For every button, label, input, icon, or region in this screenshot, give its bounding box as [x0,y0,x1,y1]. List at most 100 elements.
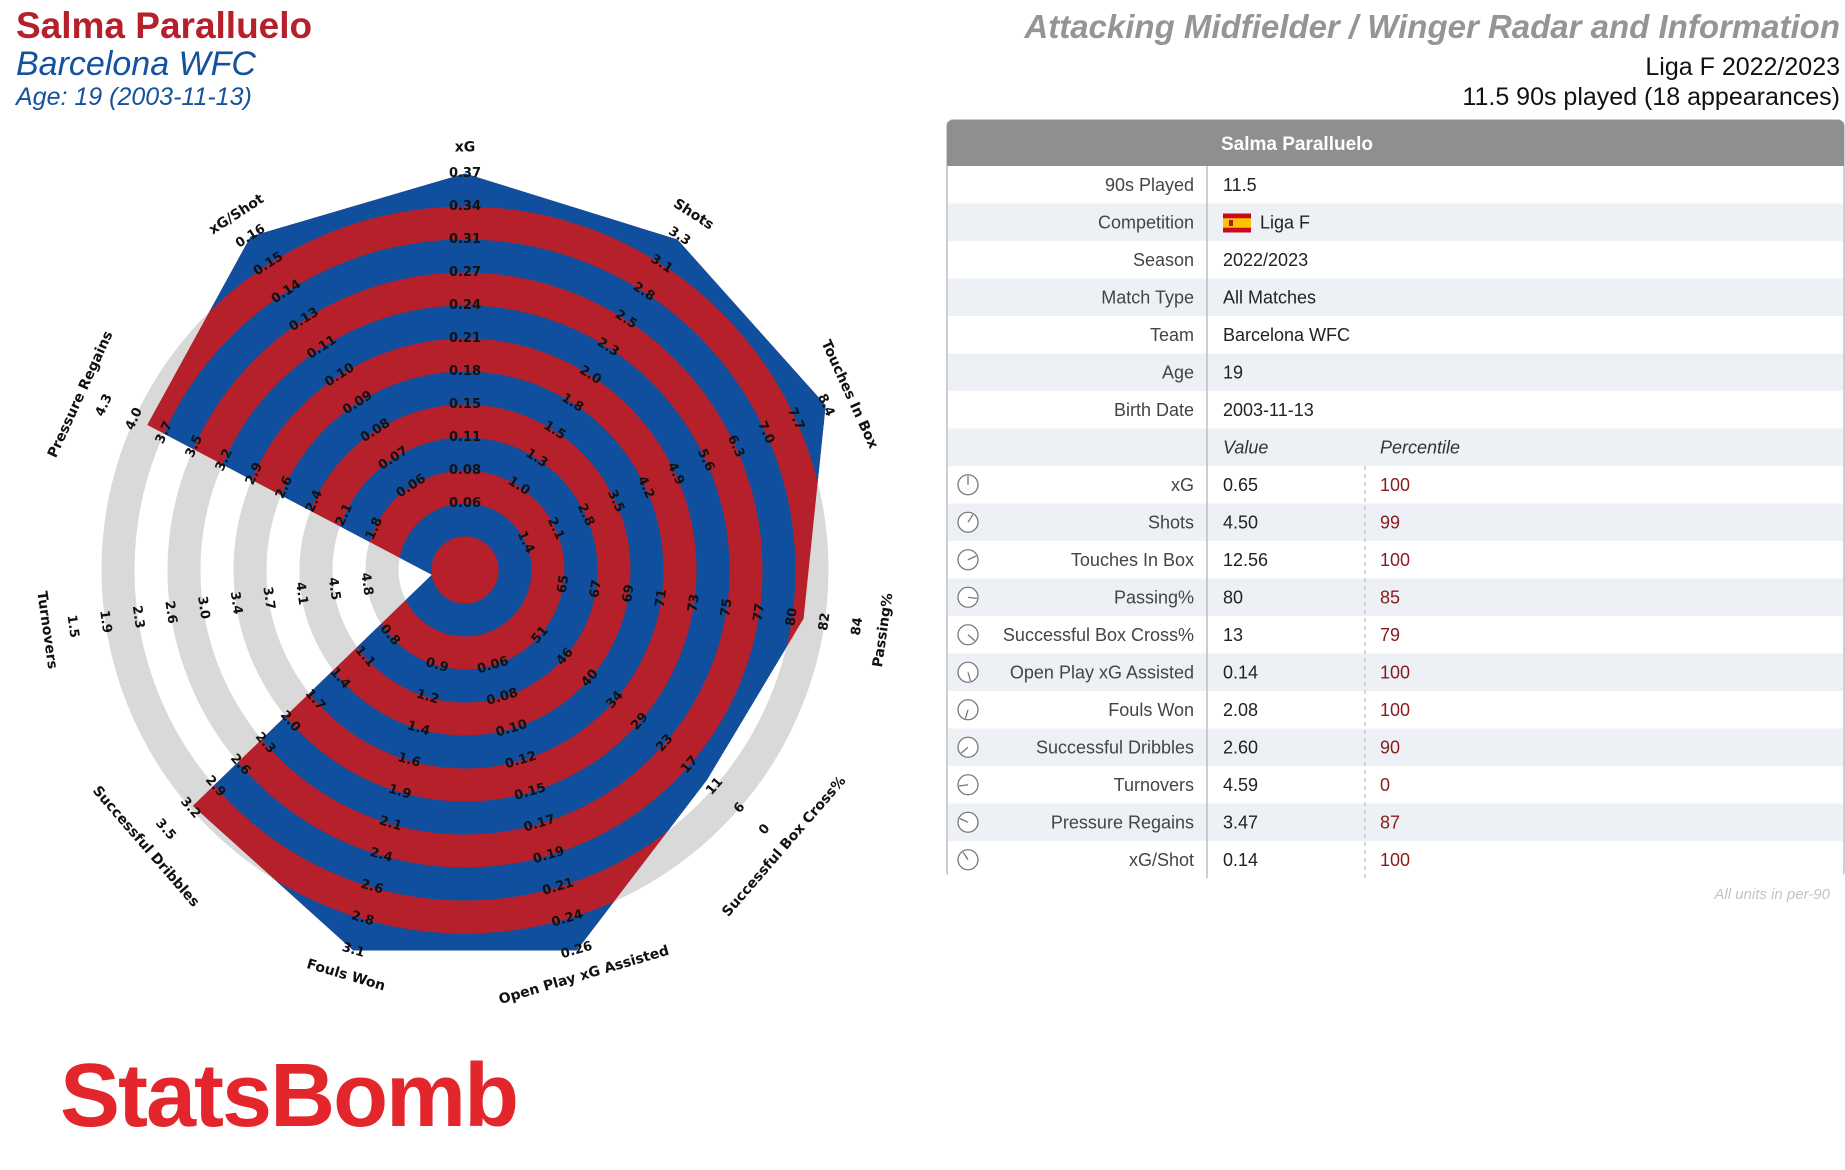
radar-axis-label: Passing% [870,592,896,668]
radar-tick-label: 71 [653,588,670,608]
team-name: Barcelona WFC [16,45,256,83]
table-row-bg [948,203,1843,241]
table-row: Successful Box Cross% 13 79 [948,616,1843,654]
radar-tick-label: 4.3 [93,392,116,419]
radar-tick-label: 69 [620,584,637,604]
gauge-icon [957,699,979,721]
radar-tick-label: 4.1 [292,581,310,606]
table-row: Value Percentile [948,428,1843,466]
info-label: Team [1150,325,1194,345]
radar-tick-label: 84 [849,616,866,636]
gauge-icon [957,811,979,833]
radar-tick-label: 0.24 [449,298,481,313]
table-row-bg [948,278,1843,316]
metric-value: 3.47 [1223,812,1258,832]
radar-axis-label: Fouls Won [305,956,387,994]
radar-tick-label: 2.6 [161,600,179,625]
gauge-icon [957,774,979,796]
radar-tick-label: 2.3 [129,605,147,630]
radar-tick-label: 3.0 [194,595,212,620]
table-row-bg [948,803,1843,841]
info-label: 90s Played [1105,175,1194,195]
info-value: 19 [1223,362,1243,382]
table-row: Pressure Regains 3.47 87 [948,803,1843,841]
info-label: Season [1133,250,1194,270]
radar-tick-label: 3.7 [259,586,277,611]
metric-value: 2.60 [1223,737,1258,757]
table-row: xG 0.65 100 [948,466,1843,504]
radar-tick-label: 3.5 [152,816,178,843]
info-label: Birth Date [1114,400,1194,420]
table-row: 90s Played 11.5 [948,166,1843,204]
table-row: Touches In Box 12.56 100 [948,541,1843,579]
radar-tick-label: 77 [751,602,768,622]
radar-tick-label: 1.4 [405,718,431,739]
metric-percentile: 100 [1380,475,1410,495]
radar-tick-label: 0.11 [449,430,481,445]
info-label: Competition [1098,212,1194,232]
radar-axis-label: Turnovers [33,590,60,670]
radar-tick-label: 3.1 [340,940,366,961]
radar-title: Attacking Midfielder / Winger Radar and … [1023,8,1840,45]
radar-tick-label: 73 [685,593,702,613]
player-name: Salma Paralluelo [16,5,312,46]
metric-percentile: 100 [1380,850,1410,870]
radar-tick-label: 3.4 [227,590,245,615]
radar-tick-label: 2.4 [368,845,394,866]
info-value: Barcelona WFC [1223,325,1350,345]
table-title: Salma Paralluelo [1221,134,1373,155]
info-value: All Matches [1223,287,1316,307]
metric-label: Turnovers [1114,775,1194,795]
radar-tick-label: 1.6 [396,750,422,771]
table-row: Fouls Won 2.08 100 [948,691,1843,729]
radar-tick-label: 82 [816,612,833,632]
table-row-bg [948,728,1843,766]
radar-tick-label: 65 [555,574,572,594]
table-row-bg [948,166,1843,204]
table-row-bg [948,316,1843,354]
table-row: Turnovers 4.59 0 [948,766,1843,804]
radar-tick-label: 1.2 [415,687,441,708]
info-label: Age [1162,362,1194,382]
gauge-icon [957,661,979,683]
metric-percentile: 0 [1380,775,1390,795]
radar-tick-label: 80 [783,607,800,627]
table-row-bg [948,766,1843,804]
radar-tick-label: 4.5 [325,576,343,601]
table-row: Team Barcelona WFC [948,316,1843,354]
gauge-icon [957,736,979,758]
table-row-bg [948,503,1843,541]
radar-band-blue [147,173,826,951]
metric-percentile: 100 [1380,550,1410,570]
radar-tick-label: 1.9 [96,609,114,634]
metric-label: Shots [1148,512,1194,532]
radar-tick-label: 0.06 [449,496,481,511]
metric-value: 2.08 [1223,700,1258,720]
metric-label: Fouls Won [1108,700,1194,720]
statsbomb-logo: StatsBomb [60,1046,517,1146]
metric-percentile: 87 [1380,812,1400,832]
radar-tick-label: 1.9 [387,782,413,803]
metric-label: xG/Shot [1129,850,1194,870]
radar-tick-label: 2.1 [377,813,403,834]
table-row-bg [948,578,1843,616]
radar-tick-label: 0.21 [449,331,481,346]
gauge-icon [957,849,979,871]
metric-percentile: 99 [1380,512,1400,532]
radar-tick-label: 4.8 [357,572,375,597]
table-row: xG/Shot 0.14 100 [948,841,1843,879]
table-row-bg [948,391,1843,429]
radar-tick-label: 0.15 [449,397,481,412]
metric-label: Touches In Box [1071,550,1194,570]
metric-percentile: 79 [1380,625,1400,645]
table-row-bg [948,541,1843,579]
radar-tick-label: 0 [756,821,773,838]
table-row: Shots 4.50 99 [948,503,1843,541]
table-header-bar [947,120,1844,166]
table-row-bg [948,466,1843,504]
radar-tick-label: 1.5 [63,614,81,639]
radar-tick-label: 0.9 [424,655,450,676]
radar-tick-label: 67 [587,579,604,599]
col-header-value: Value [1223,437,1268,457]
